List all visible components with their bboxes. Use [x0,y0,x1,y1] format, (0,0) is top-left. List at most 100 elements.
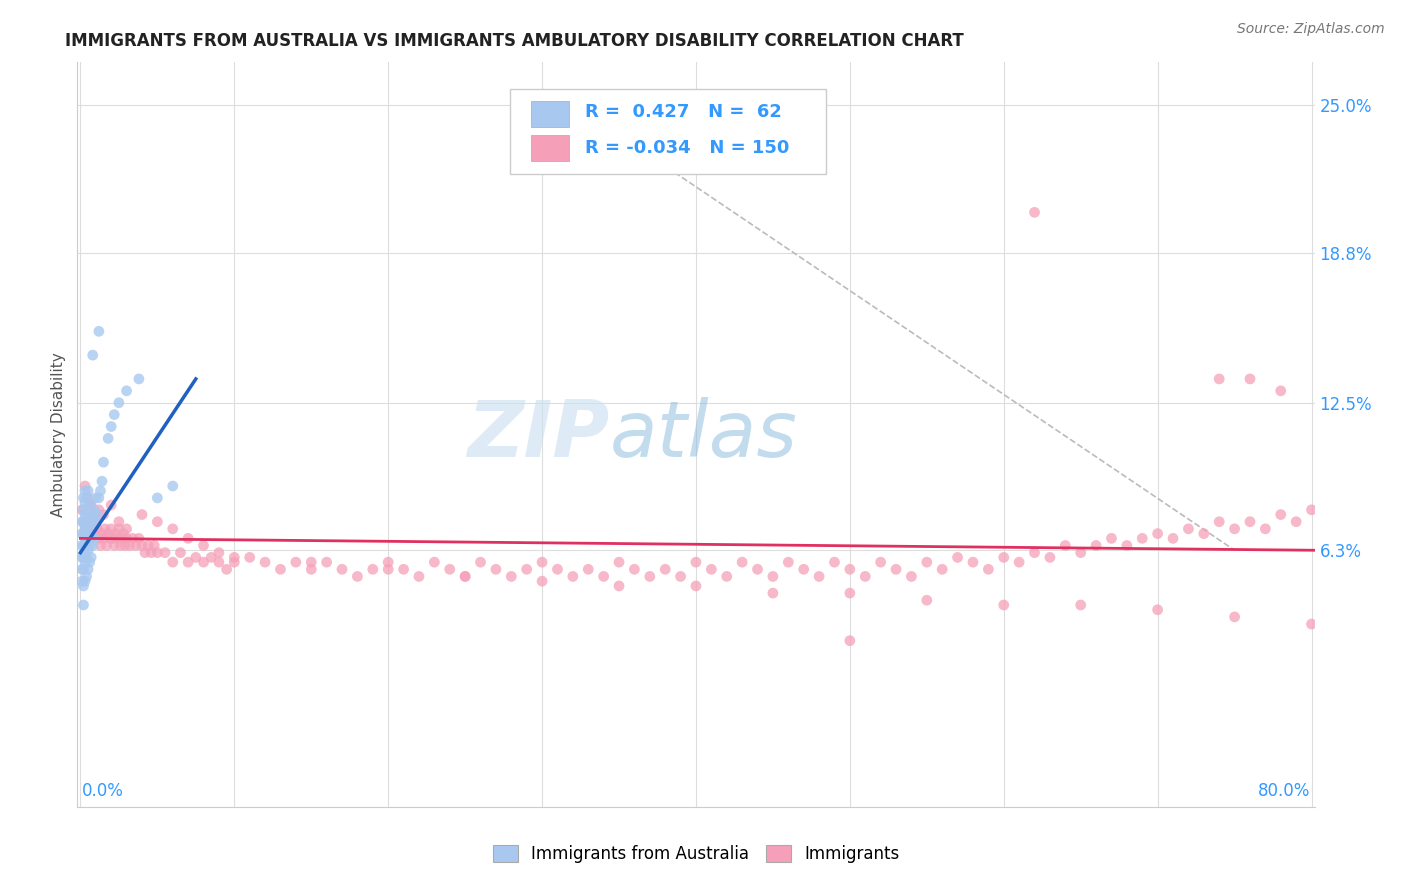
Point [946,550,969,565]
Point [82,515,104,529]
Text: ZIP: ZIP [467,397,609,473]
Point [96,539,118,553]
Point [73,508,96,522]
Point [377,562,399,576]
Point [977,562,1000,576]
Point [87,532,110,546]
Point [607,555,630,569]
Point [439,562,461,576]
Point [162,479,184,493]
Point [73,546,96,560]
Point [72,491,94,505]
Point [1085,539,1108,553]
Point [284,555,307,569]
Point [716,569,738,583]
Point [110,539,132,553]
Point [531,574,554,589]
Point [70,526,93,541]
Point [83,508,105,522]
Point [454,569,477,583]
Point [1301,503,1323,517]
Point [1024,546,1046,560]
Point [346,569,368,583]
Point [576,562,599,576]
Point [200,550,222,565]
Text: IMMIGRANTS FROM AUSTRALIA VS IMMIGRANTS AMBULATORY DISABILITY CORRELATION CHART: IMMIGRANTS FROM AUSTRALIA VS IMMIGRANTS … [65,32,963,50]
Point [1192,526,1215,541]
FancyBboxPatch shape [531,135,568,161]
Point [82,539,104,553]
Point [208,546,231,560]
Point [72,503,94,517]
Point [104,526,127,541]
Point [1146,603,1168,617]
Point [108,522,131,536]
Point [72,515,94,529]
Point [70,539,93,553]
Point [915,593,938,607]
Point [97,526,120,541]
Point [76,550,98,565]
Point [77,508,100,522]
Y-axis label: Ambulatory Disability: Ambulatory Disability [51,352,66,517]
Point [82,519,104,533]
Point [79,539,101,553]
Point [1223,522,1246,536]
Point [87,503,110,517]
Point [254,555,277,569]
Point [392,562,415,576]
Point [72,579,94,593]
Point [97,432,120,446]
Point [72,598,94,612]
Point [169,546,191,560]
Point [1208,515,1230,529]
Point [118,539,141,553]
Point [80,498,103,512]
Point [83,532,105,546]
Point [72,550,94,565]
Text: 0.0%: 0.0% [82,782,124,800]
Point [76,569,98,583]
Point [1285,515,1308,529]
Point [79,498,101,512]
Point [89,483,111,498]
Point [73,479,96,493]
Point [87,491,110,505]
Legend: Immigrants from Australia, Immigrants: Immigrants from Australia, Immigrants [486,838,905,870]
Point [131,539,153,553]
Point [100,498,122,512]
Point [112,526,135,541]
Point [76,508,98,522]
Point [869,555,891,569]
Point [77,491,100,505]
Point [607,579,630,593]
Point [72,515,94,529]
Point [793,562,815,576]
Point [146,515,169,529]
Point [177,555,200,569]
Point [141,546,163,560]
Point [80,512,103,526]
Text: Source: ZipAtlas.com: Source: ZipAtlas.com [1237,22,1385,37]
Point [153,546,176,560]
Point [193,539,215,553]
Point [778,555,800,569]
Point [93,532,115,546]
Point [70,515,93,529]
Point [128,372,150,386]
Point [1146,526,1168,541]
Point [136,539,159,553]
Point [685,555,707,569]
Point [1070,598,1092,612]
Point [1254,522,1277,536]
Point [115,532,138,546]
Point [128,532,150,546]
Point [77,483,100,498]
Point [177,532,200,546]
Point [299,555,322,569]
Point [853,569,876,583]
Point [224,555,246,569]
Point [1208,372,1230,386]
Point [184,550,207,565]
Point [623,562,645,576]
